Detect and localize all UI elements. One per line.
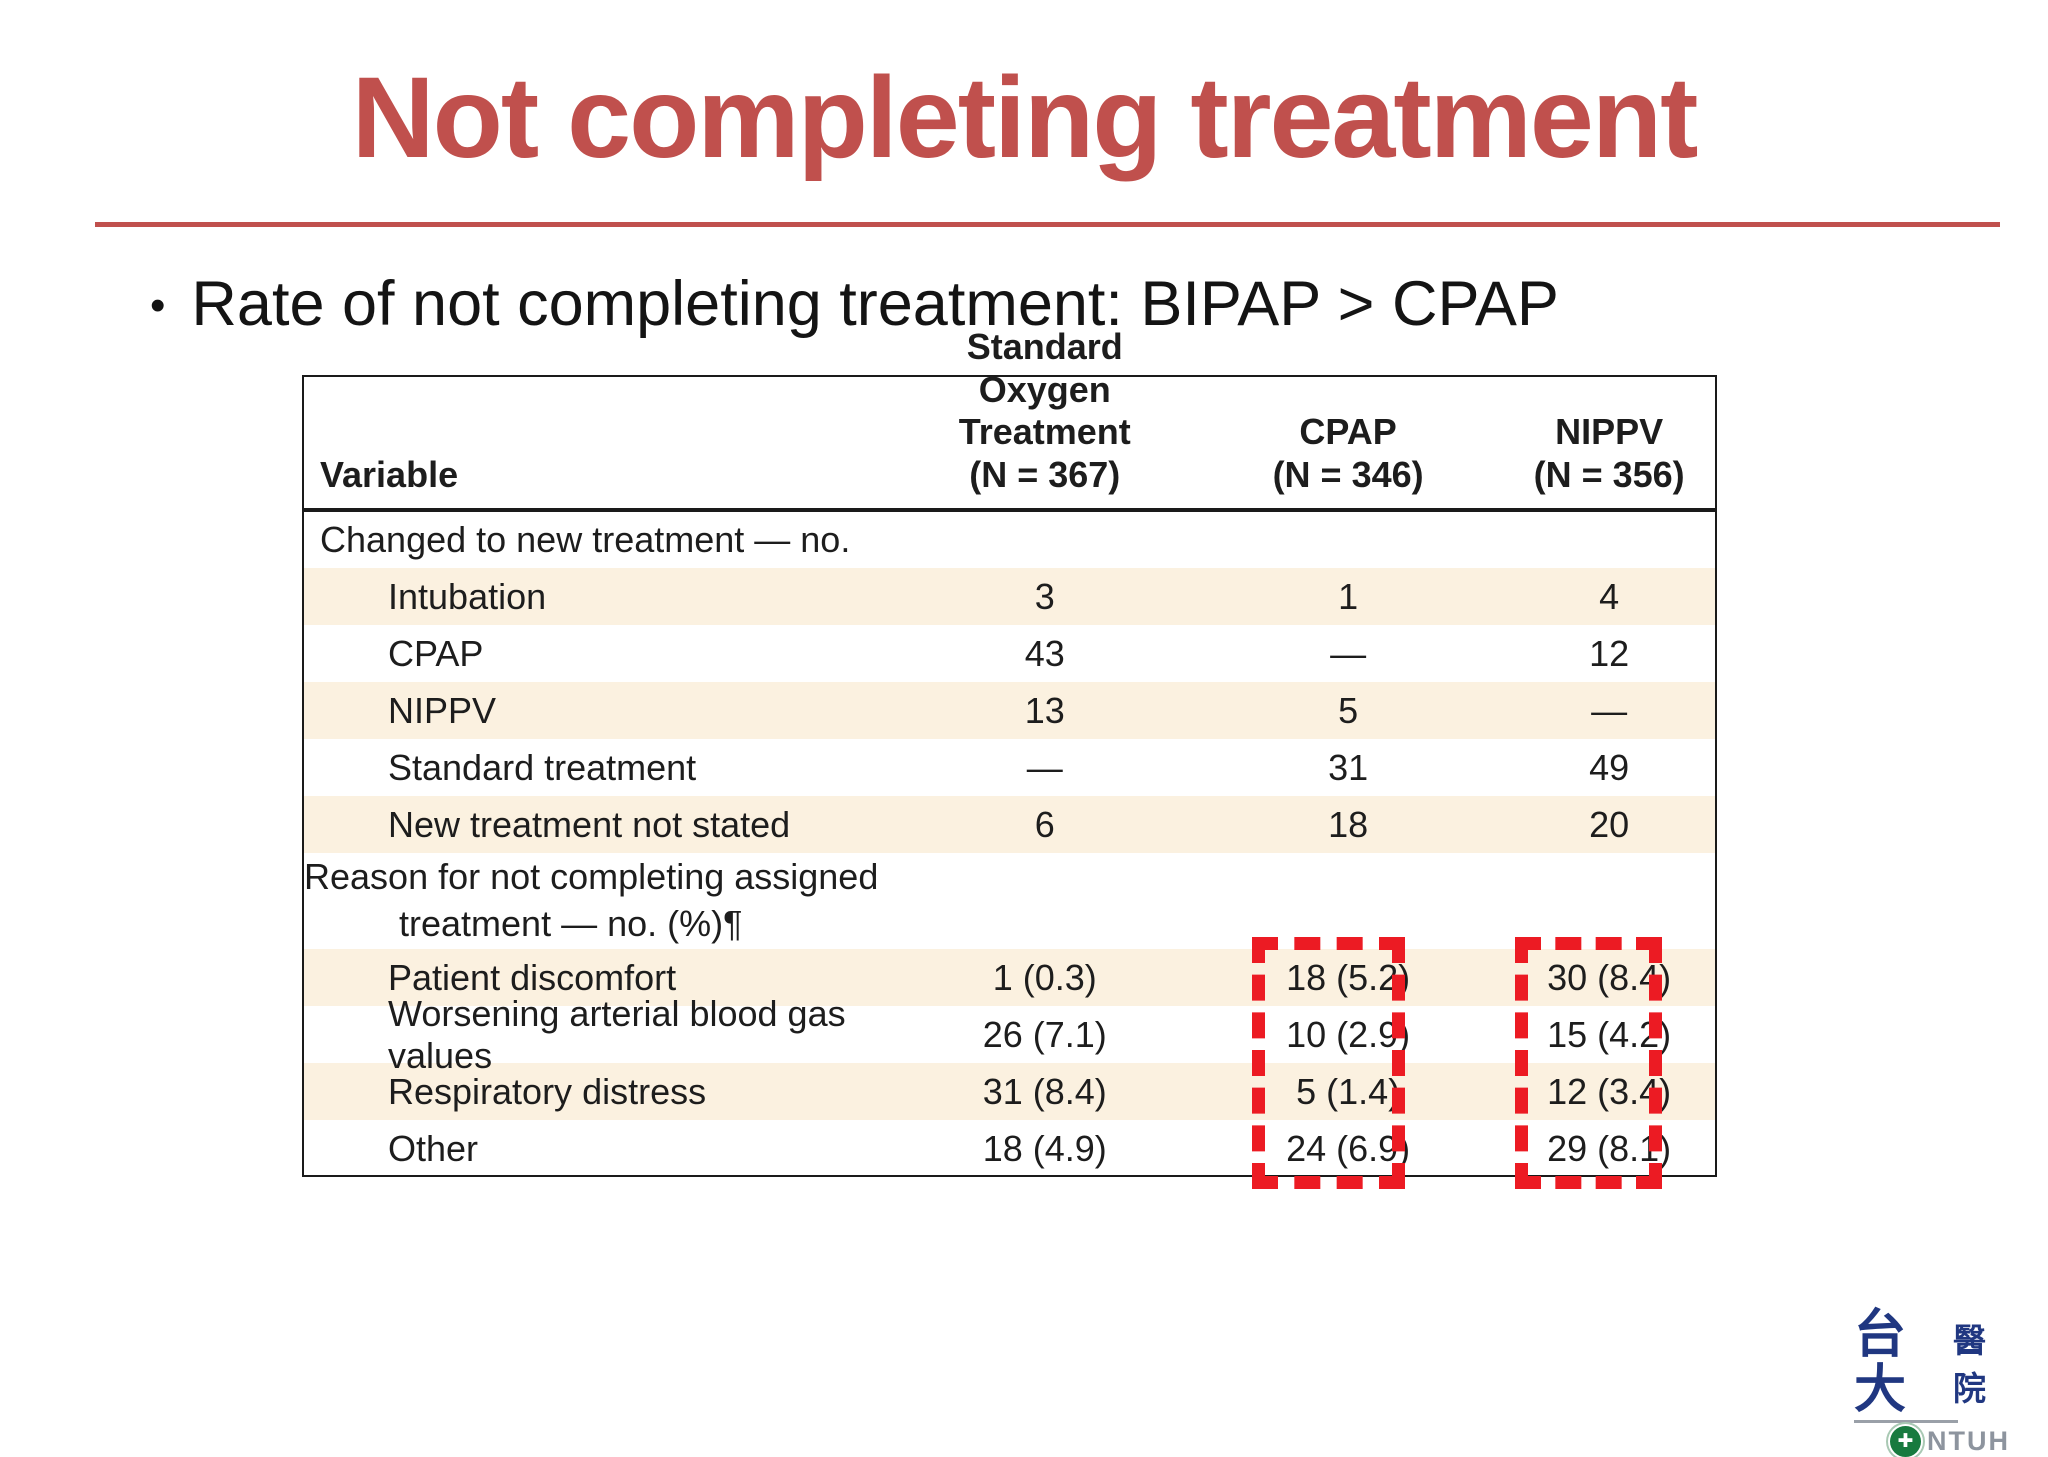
column-header-variable: Variable [320,453,459,495]
cell-value: 13 [1024,689,1065,731]
cell-value: — [1591,689,1628,731]
row-label: Other [388,1127,479,1169]
table-row: Intubation 3 1 4 [304,568,1715,625]
logo-divider-line [1854,1420,1958,1424]
table-row: Respiratory distress 31 (8.4) 5 (1.4) 12… [304,1063,1715,1120]
cell-value: 12 [1589,632,1630,674]
table-row: Other 18 (4.9) 24 (6.9) 29 (8.1) [304,1120,1715,1177]
cell-value: 1 (0.3) [992,956,1097,998]
cell-value: 5 (1.4) [1296,1070,1401,1112]
slide-title: Not completing treatment [351,54,1699,182]
cell-value: 31 (8.4) [982,1070,1107,1112]
cell-value: 3 [1034,575,1055,617]
table-row: Worsening arterial blood gas values 26 (… [304,992,1715,1076]
logo-abbr-text: NTUH [1927,1426,2010,1457]
section-label-line1: Reason for not completing assigned [304,856,879,898]
bullet-line: • Rate of not completing treatment: BIPA… [150,268,1559,340]
cell-value: 5 [1338,689,1359,731]
bullet-text: Rate of not completing treatment: BIPAP … [191,269,1559,339]
table-header-row: Variable Standard Oxygen Treatment (N = … [304,326,1715,512]
table-row: New treatment not stated 6 18 20 [304,796,1715,853]
cell-value: — [1330,632,1367,674]
section-row-changed-treatment: Changed to new treatment — no. [304,512,1715,568]
row-label: CPAP [388,632,484,674]
cell-value: 18 (5.2) [1286,956,1411,998]
cell-value: 12 (3.4) [1547,1070,1672,1112]
cell-value: 31 [1328,746,1369,788]
table-row: CPAP 43 — 12 [304,625,1715,682]
cell-value: 49 [1589,746,1630,788]
cell-value: 24 (6.9) [1286,1127,1411,1169]
cell-value: 1 [1338,575,1359,617]
column-header-standard-oxygen: Standard Oxygen Treatment (N = 367) [958,326,1131,495]
row-label: Patient discomfort [388,956,677,998]
cell-value: 30 (8.4) [1547,956,1672,998]
bullet-icon: • [150,281,166,330]
logo-zh-main: 台大 [1854,1305,1907,1420]
table-row: NIPPV 13 5 — [304,682,1715,739]
cell-value: 10 (2.9) [1286,1013,1411,1055]
cell-value: 20 [1589,803,1630,845]
logo-zh-sub: 醫院 [1953,1321,1987,1408]
results-table: Variable Standard Oxygen Treatment (N = … [302,326,1717,1189]
cell-value: 18 (4.9) [982,1127,1107,1169]
medical-cross-icon: ✚ [1890,1426,1921,1457]
ntuh-logo: 台大 醫院 ✚ NTUH [1854,1308,2014,1457]
section-label-line2: treatment — no. (%)¶ [399,903,743,944]
row-label: Respiratory distress [388,1070,707,1112]
column-header-nippv: NIPPV (N = 356) [1533,411,1685,495]
cell-value: 29 (8.1) [1547,1127,1672,1169]
cell-value: 43 [1024,632,1065,674]
cell-value: 15 (4.2) [1547,1013,1672,1055]
logo-abbreviation-row: ✚ NTUH [1890,1426,2014,1457]
row-label: Standard treatment [388,746,697,788]
table-row: Standard treatment — 31 49 [304,739,1715,796]
title-divider-line [95,222,2000,227]
cell-value: 6 [1034,803,1055,845]
cell-value: 4 [1599,575,1620,617]
section-label: Changed to new treatment — no. [320,519,851,560]
cell-value: 18 [1328,803,1369,845]
row-label: Worsening arterial blood gas values [388,992,846,1076]
column-header-cpap: CPAP (N = 346) [1272,411,1424,495]
row-label: Intubation [388,575,547,617]
row-label: New treatment not stated [388,803,791,845]
table-row: Patient discomfort 1 (0.3) 18 (5.2) 30 (… [304,949,1715,1006]
row-label: NIPPV [388,689,497,731]
cell-value: 26 (7.1) [982,1013,1107,1055]
cell-value: — [1026,746,1063,788]
section-row-reason-not-completing: Reason for not completing assigned treat… [304,853,1715,949]
logo-chinese-name: 台大 醫院 [1854,1308,2014,1417]
